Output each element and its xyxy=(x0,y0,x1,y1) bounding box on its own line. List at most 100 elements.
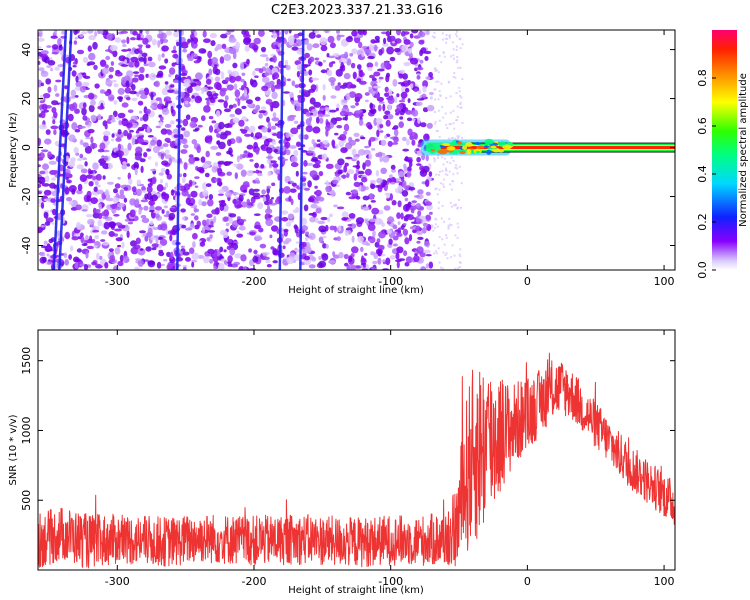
spectrogram-noise-blob xyxy=(90,114,97,122)
spectrogram-noise-blob xyxy=(397,185,403,192)
spectrogram-noise-blob xyxy=(396,30,401,36)
spectrogram-noise-blob xyxy=(90,136,94,144)
spectrogram-noise-blob xyxy=(122,161,127,165)
spectrogram-noise-blob xyxy=(100,239,106,242)
spectrogram-noise-speck xyxy=(452,57,455,60)
spectrogram-noise-blob xyxy=(227,161,233,164)
spectrogram-noise-blob xyxy=(410,208,415,214)
spectrogram-noise-blob xyxy=(83,102,87,109)
spectrogram-noise-speck xyxy=(454,204,457,207)
spectrogram-noise-blob xyxy=(204,172,210,178)
spectrogram-noise-speck xyxy=(447,227,450,230)
spectrogram-noise-speck xyxy=(434,250,437,253)
spectrogram-noise-blob xyxy=(46,45,52,48)
spectrogram-noise-blob xyxy=(390,164,396,170)
spectrogram-noise-blob xyxy=(217,193,224,196)
spectrogram-noise-blob xyxy=(251,80,258,88)
y-tick-label: 40 xyxy=(20,43,33,57)
spectrogram-noise-blob xyxy=(335,144,339,149)
spectrogram-noise-blob xyxy=(188,179,193,186)
spectrogram-noise-speck xyxy=(434,111,436,113)
spectrogram-noise-blob xyxy=(38,177,45,180)
spectrogram-noise-blob xyxy=(271,197,274,200)
spectrogram-noise-speck xyxy=(456,135,459,138)
spectrogram-noise-blob xyxy=(182,82,191,87)
spectrogram-noise-speck xyxy=(460,206,462,209)
spectrogram-noise-speck xyxy=(458,165,461,168)
spectrogram-x-axis-label: Height of straight line (km) xyxy=(288,285,424,296)
spectrogram-noise-blob xyxy=(428,261,434,269)
spectrogram-noise-blob xyxy=(402,180,407,189)
spectrogram-noise-blob xyxy=(162,38,169,43)
spectrogram-noise-blob xyxy=(420,122,427,128)
spectrogram-noise-blob xyxy=(393,125,399,130)
spectrogram-noise-blob xyxy=(164,81,169,85)
spectrogram-noise-blob xyxy=(91,261,97,266)
spectrogram-noise-blob xyxy=(308,146,316,151)
spectrogram-noise-blob xyxy=(271,84,276,93)
spectrogram-noise-blob xyxy=(415,148,420,152)
spectrogram-noise-speck xyxy=(435,173,438,176)
spectrogram-noise-blob xyxy=(304,246,312,254)
spectrogram-noise-blob xyxy=(143,63,149,67)
spectrogram-noise-blob xyxy=(396,104,404,110)
spectrogram-noise-blob xyxy=(286,78,291,82)
spectrogram-noise-blob xyxy=(212,66,218,75)
spectrogram-noise-blob xyxy=(102,175,106,180)
spectrogram-noise-speck xyxy=(461,122,464,124)
spectrogram-noise-blob xyxy=(189,33,195,40)
spectrogram-noise-speck xyxy=(459,255,462,258)
spectrogram-noise-speck xyxy=(450,224,453,227)
spectrogram-noise-blob xyxy=(320,45,328,52)
spectrogram-noise-blob xyxy=(101,67,109,75)
spectrogram-noise-blob xyxy=(375,170,380,177)
spectrogram-noise-blob xyxy=(76,164,84,170)
spectrogram-noise-blob xyxy=(134,60,140,68)
spectrogram-noise-blob xyxy=(357,30,365,35)
spectrogram-noise-blob xyxy=(139,30,143,33)
spectrogram-noise-blob xyxy=(390,182,396,185)
spectrogram-noise-blob xyxy=(152,145,160,154)
spectrogram-noise-blob xyxy=(140,199,149,203)
spectrogram-noise-blob xyxy=(387,177,392,183)
spectrogram-noise-blob xyxy=(139,50,143,55)
spectrogram-noise-blob xyxy=(364,219,369,224)
spectrogram-noise-blob xyxy=(75,75,79,83)
spectrogram-noise-blob xyxy=(70,89,77,97)
spectrogram-noise-blob xyxy=(318,260,327,268)
spectrogram-noise-blob xyxy=(241,72,246,77)
spectrogram-noise-blob xyxy=(197,254,205,259)
spectrogram-noise-blob xyxy=(337,169,343,175)
spectrogram-noise-blob xyxy=(126,134,132,140)
spectrogram-noise-blob xyxy=(157,70,164,78)
spectrogram-noise-blob xyxy=(165,229,169,236)
spectrogram-noise-speck xyxy=(434,98,437,101)
spectrogram-noise-speck xyxy=(443,55,446,58)
spectrogram-noise-blob xyxy=(406,139,410,146)
spectrogram-noise-blob xyxy=(333,254,340,259)
spectrogram-noise-blob xyxy=(353,132,360,137)
spectrogram-noise-blob xyxy=(327,216,331,223)
spectrogram-noise-blob xyxy=(411,30,419,34)
spectrogram-noise-blob xyxy=(164,137,171,143)
spectrogram-noise-blob xyxy=(200,156,206,163)
spectrogram-noise-blob xyxy=(47,261,52,265)
spectrogram-noise-blob xyxy=(351,235,355,243)
spectrogram-noise-blob xyxy=(96,252,100,260)
spectrogram-noise-blob xyxy=(269,199,273,204)
spectrogram-noise-blob xyxy=(410,57,418,65)
spectrogram-noise-blob xyxy=(129,90,137,95)
spectrogram-noise-blob xyxy=(264,200,270,206)
spectrogram-noise-blob xyxy=(253,188,260,192)
spectrogram-noise-speck xyxy=(449,223,452,226)
spectrogram-noise-blob xyxy=(283,228,289,233)
spectrogram-noise-blob xyxy=(401,44,409,53)
spectrogram-noise-blob xyxy=(217,99,225,103)
spectrogram-noise-blob xyxy=(367,223,376,231)
spectrogram-noise-blob xyxy=(91,225,100,232)
spectrogram-noise-blob xyxy=(119,254,124,262)
spectrogram-noise-speck xyxy=(458,90,461,93)
spectrogram-noise-blob xyxy=(416,240,421,244)
spectrogram-noise-blob xyxy=(311,156,318,161)
